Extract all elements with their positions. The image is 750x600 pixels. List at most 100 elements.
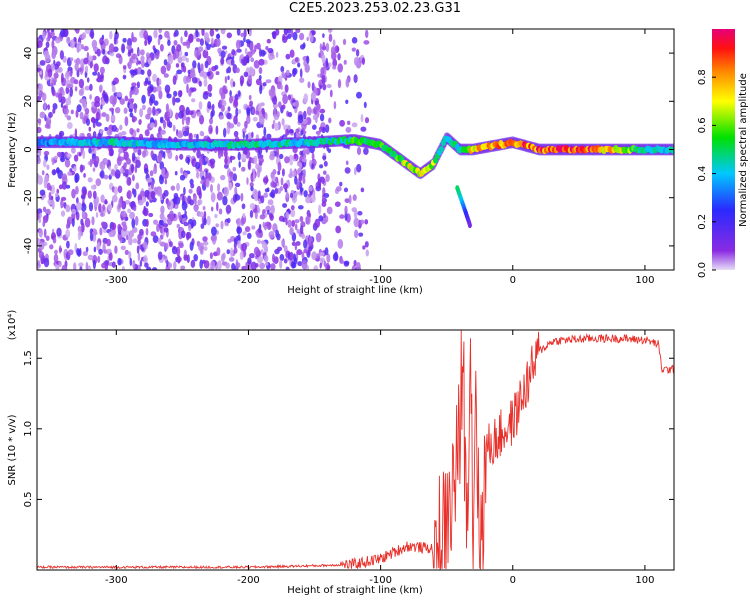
y-tick-label: 0.5 [23,491,34,507]
noise-speckle [129,127,134,135]
noise-speckle [78,152,82,157]
noise-speckle [94,197,99,208]
noise-speckle [311,30,316,36]
noise-speckle [227,75,230,81]
noise-speckle [215,223,219,228]
noise-speckle [247,132,253,140]
noise-speckle [356,261,361,270]
noise-speckle [180,55,187,62]
noise-speckle [219,115,225,120]
colorbar-tick-label: 0.6 [697,117,708,133]
noise-speckle [355,49,360,57]
noise-speckle [139,108,144,118]
noise-speckle [293,132,297,139]
noise-speckle [284,156,290,164]
noise-speckle [214,213,218,219]
noise-speckle [60,210,66,217]
noise-speckle [141,94,146,104]
noise-speckle [147,69,152,77]
noise-speckle [167,111,171,117]
noise-speckle [158,29,163,34]
noise-speckle [127,208,132,214]
noise-speckle [246,56,250,64]
noise-speckle [294,223,298,231]
noise-speckle [260,249,264,256]
noise-speckle [220,220,224,230]
noise-speckle [51,89,56,97]
noise-speckle [60,29,66,38]
noise-speckle [122,266,125,270]
noise-speckle [128,107,133,113]
noise-speckle [293,253,296,262]
noise-speckle [60,102,64,108]
noise-speckle [136,245,140,254]
noise-speckle [236,29,241,36]
noise-speckle [189,241,194,251]
noise-speckle [198,242,204,252]
noise-speckle [311,152,315,161]
noise-speckle [91,39,98,49]
noise-speckle [274,248,280,255]
noise-speckle [275,176,279,184]
noise-speckle [268,231,275,239]
noise-speckle [230,247,234,258]
noise-speckle [291,170,297,177]
noise-speckle [277,101,282,108]
noise-speckle [249,182,254,188]
noise-speckle [42,215,49,224]
noise-speckle [146,177,153,183]
noise-speckle [177,132,183,139]
noise-speckle [282,217,286,223]
noise-speckle [47,104,50,110]
noise-speckle [365,29,369,39]
noise-speckle [88,126,92,132]
noise-speckle [108,166,111,171]
x-tick-label: -200 [237,575,260,586]
noise-speckle [332,58,338,68]
noise-speckle [164,30,170,38]
noise-speckle [78,78,85,89]
noise-speckle [334,201,341,207]
noise-speckle [364,241,369,248]
noise-speckle [210,184,213,193]
noise-speckle [207,84,213,92]
noise-speckle [307,249,311,256]
noise-speckle [65,229,71,239]
noise-speckle [242,231,247,236]
noise-speckle [241,265,247,270]
noise-speckle [280,177,284,186]
noise-speckle [138,119,142,124]
noise-speckle [344,205,348,215]
noise-speckle [48,192,52,201]
noise-speckle [100,170,105,179]
noise-speckle [360,187,365,193]
noise-speckle [271,173,276,183]
noise-speckle [176,223,181,229]
noise-speckle [250,186,254,192]
noise-speckle [111,85,116,93]
noise-speckle [37,175,43,185]
noise-speckle [314,218,321,228]
noise-speckle [50,29,55,34]
noise-speckle [41,92,47,101]
noise-speckle [224,157,228,165]
noise-speckle [129,90,132,99]
noise-speckle [133,59,138,64]
noise-speckle [322,33,325,38]
noise-speckle [182,116,187,121]
noise-speckle [116,156,122,166]
noise-speckle [202,49,209,59]
noise-speckle [220,105,225,112]
noise-speckle [319,251,325,257]
noise-speckle [73,154,79,162]
noise-speckle [356,163,362,173]
noise-speckle [364,219,369,225]
noise-speckle [235,67,240,74]
noise-speckle [109,147,113,157]
noise-speckle [221,100,227,107]
noise-speckle [277,161,282,172]
noise-speckle [329,89,333,98]
noise-speckle [99,74,104,80]
noise-speckle [211,206,214,212]
